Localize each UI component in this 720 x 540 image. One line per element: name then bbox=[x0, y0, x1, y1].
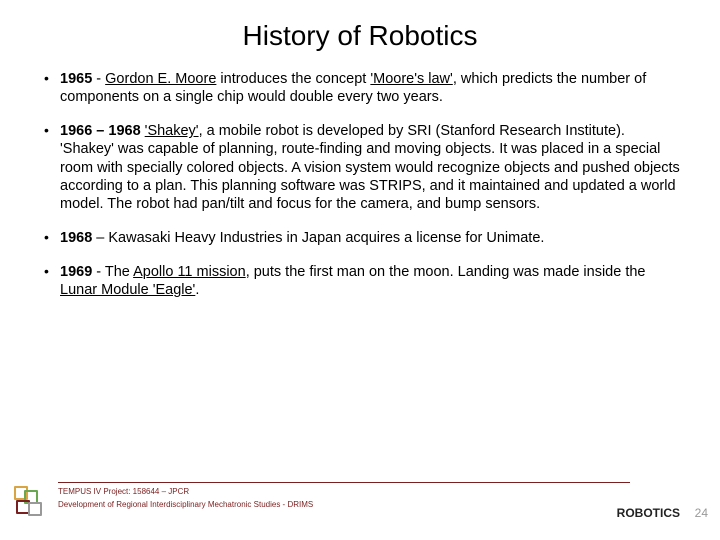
bullet-list: 1965 - Gordon E. Moore introduces the co… bbox=[40, 70, 680, 299]
footer-text: TEMPUS IV Project: 158644 – JPCR Develop… bbox=[58, 486, 313, 512]
slide: History of Robotics 1965 - Gordon E. Moo… bbox=[0, 0, 720, 540]
bullet-item: 1965 - Gordon E. Moore introduces the co… bbox=[40, 70, 680, 106]
footer-divider bbox=[58, 482, 630, 483]
slide-title: History of Robotics bbox=[40, 20, 680, 52]
footer-line-2: Development of Regional Interdisciplinar… bbox=[58, 499, 313, 512]
footer: TEMPUS IV Project: 158644 – JPCR Develop… bbox=[0, 482, 720, 526]
bullet-item: 1966 – 1968 'Shakey', a mobile robot is … bbox=[40, 122, 680, 213]
logo-icon bbox=[14, 486, 50, 522]
footer-line-1: TEMPUS IV Project: 158644 – JPCR bbox=[58, 486, 313, 499]
bullet-item: 1968 – Kawasaki Heavy Industries in Japa… bbox=[40, 229, 680, 247]
bullet-item: 1969 - The Apollo 11 mission, puts the f… bbox=[40, 263, 680, 299]
footer-right-label: ROBOTICS bbox=[617, 506, 680, 520]
page-number: 24 bbox=[695, 506, 708, 520]
